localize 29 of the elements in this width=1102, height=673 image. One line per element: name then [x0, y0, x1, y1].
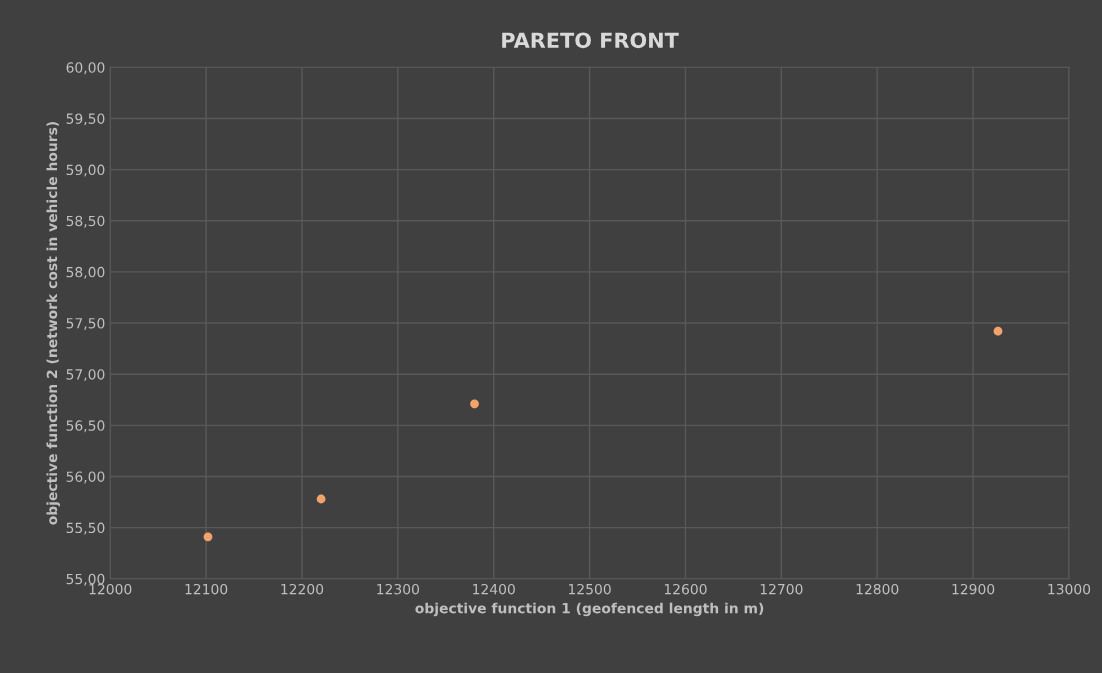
- y-axis-title: objective function 2 (network cost in vehicle hours): [46, 121, 61, 525]
- x-tick-label: 12100: [185, 583, 228, 595]
- point: [316, 494, 326, 504]
- y-tick-label: 57,00: [66, 369, 105, 382]
- point: [470, 399, 479, 409]
- x-tick-label: 12700: [760, 583, 803, 595]
- chart-title: PARETO FRONT: [502, 32, 679, 49]
- y-tick-label: 60,00: [66, 62, 105, 75]
- y-tick-label: 56,50: [66, 420, 105, 433]
- x-tick-label: 12300: [377, 583, 419, 595]
- y-tick-label: 59,00: [66, 164, 105, 177]
- y-tick-label: 58,00: [66, 266, 105, 279]
- y-tick-label: 59,50: [66, 113, 105, 126]
- x-tick-label: 12900: [952, 583, 995, 595]
- y-tick-label: 55,00: [66, 573, 105, 586]
- y-tick-label: 55,50: [66, 522, 105, 535]
- point: [993, 326, 1003, 336]
- y-tick-label: 58,50: [66, 215, 105, 228]
- x-tick-label: 13000: [1048, 583, 1091, 595]
- x-tick-label: 12200: [281, 583, 324, 595]
- x-tick-label: 12500: [569, 583, 611, 595]
- x-tick-label: 12400: [473, 583, 515, 595]
- x-tick-label: 12600: [664, 583, 707, 595]
- y-tick-label: 57,50: [66, 318, 105, 330]
- point: [203, 532, 213, 542]
- x-tick-label: 12800: [856, 583, 899, 595]
- x-axis-title: objective function 1 (geofenced length in m): [415, 602, 764, 617]
- y-tick-label: 56,00: [66, 471, 105, 484]
- x-tick-label: 12000: [89, 583, 132, 595]
